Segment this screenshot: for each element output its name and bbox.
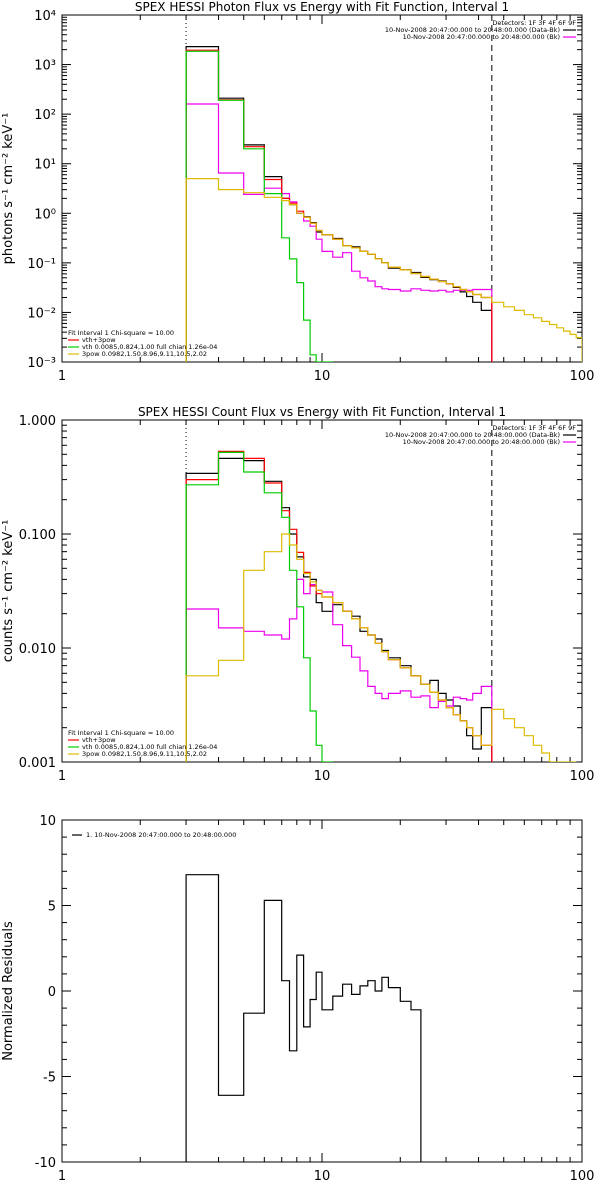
- legend-entry: 10-Nov-2008 20:47:00.000 to 20:48:00.000…: [403, 33, 560, 41]
- y-tick-label: -5: [43, 1071, 56, 1086]
- y-tick-label: 10³: [34, 59, 56, 74]
- y-tick-label: 0.001: [19, 756, 56, 771]
- series-3pow: [185, 178, 582, 362]
- series-bk: [185, 578, 493, 762]
- x-tick-label: 10: [314, 1169, 331, 1184]
- y-tick-label: 10⁴: [34, 9, 56, 24]
- legend-entry: vth 0.0085,0.824,1.00 full chian 1.26e-0…: [82, 343, 217, 351]
- series-vth-3pow: [185, 49, 493, 362]
- legend-entry: Fit Interval 1 Chi-square = 10.00: [68, 729, 174, 737]
- series-data-bk: [185, 46, 493, 362]
- legend-entry: 1. 10-Nov-2008 20:47:00.000 to 20:48:00.…: [86, 831, 236, 839]
- x-tick-label: 100: [570, 769, 595, 784]
- x-tick-label: 1: [58, 1169, 66, 1184]
- x-tick-label: 100: [570, 1169, 595, 1184]
- chart-title: SPEX HESSI Count Flux vs Energy with Fit…: [138, 405, 506, 419]
- series-vth: [185, 451, 333, 762]
- legend-entry: 3pow 0.0982,1.50,8.96,9.11,10.5,2.02: [82, 350, 207, 358]
- x-tick-label: 100: [570, 369, 595, 384]
- legend-entry: vth 0.0085,0.824,1.00 full chian 1.26e-0…: [82, 743, 217, 751]
- series-3pow: [185, 533, 577, 762]
- y-axis-label: counts s⁻¹ cm⁻² keV⁻¹: [1, 520, 16, 663]
- x-tick-label: 10: [314, 769, 331, 784]
- y-tick-label: 10²: [34, 108, 56, 123]
- y-tick-label: 10⁻¹: [27, 257, 56, 272]
- y-tick-label: 5: [48, 900, 56, 915]
- x-tick-label: 1: [58, 769, 66, 784]
- y-tick-label: 0.010: [19, 642, 56, 657]
- x-tick-label: 10: [314, 369, 331, 384]
- y-tick-label: 0.100: [19, 528, 56, 543]
- legend-entry: 10-Nov-2008 20:47:00.000 to 20:48:00.000…: [385, 431, 560, 439]
- legend-entry: vth+3pow: [82, 336, 116, 344]
- legend-entry: vth+3pow: [82, 736, 116, 744]
- legend-entry: 10-Nov-2008 20:47:00.000 to 20:48:00.000…: [403, 438, 560, 446]
- legend-entry: 3pow 0.0982,1.50,8.96,9.11,10.5,2.02: [82, 750, 207, 758]
- y-axis-label: photons s⁻¹ cm⁻² keV⁻¹: [1, 113, 16, 265]
- photon-flux-panel: SPEX HESSI Photon Flux vs Energy with Fi…: [1, 0, 594, 384]
- legend-entry: Detectors: 1F 3F 4F 6F 9F: [492, 19, 576, 27]
- y-tick-label: 1.000: [19, 414, 56, 429]
- series-vth: [185, 50, 333, 362]
- y-tick-label: 10⁻³: [27, 356, 56, 371]
- series-vth-3pow: [185, 450, 493, 762]
- y-tick-label: 10⁻²: [27, 306, 56, 321]
- series-1-10-nov-2008-20-47-00-000-to-20-48-00-0: [185, 874, 422, 1162]
- count-flux-panel: SPEX HESSI Count Flux vs Energy with Fit…: [1, 405, 594, 784]
- legend-entry: Detectors: 1F 3F 4F 6F 9F: [492, 424, 576, 432]
- y-tick-label: -10: [35, 1156, 56, 1171]
- y-tick-label: 0: [48, 985, 56, 1000]
- series-data-bk: [185, 457, 493, 762]
- series-bk: [185, 103, 493, 362]
- chart-title: SPEX HESSI Photon Flux vs Energy with Fi…: [135, 0, 509, 14]
- plot-frame: [61, 14, 583, 363]
- x-tick-label: 1: [58, 369, 66, 384]
- y-tick-label: 10¹: [34, 158, 56, 173]
- residuals-panel: Normalized Residuals 1 10 100 -10 -5 0 5 10 1. 10…: [1, 814, 594, 1184]
- y-axis-label: Normalized Residuals: [1, 921, 16, 1061]
- legend-entry: 10-Nov-2008 20:47:00.000 to 20:48:00.000…: [385, 26, 560, 34]
- legend-entry: Fit Interval 1 Chi-square = 10.00: [68, 329, 174, 337]
- y-tick-label: 10: [39, 814, 56, 829]
- y-tick-label: 10⁰: [34, 207, 56, 222]
